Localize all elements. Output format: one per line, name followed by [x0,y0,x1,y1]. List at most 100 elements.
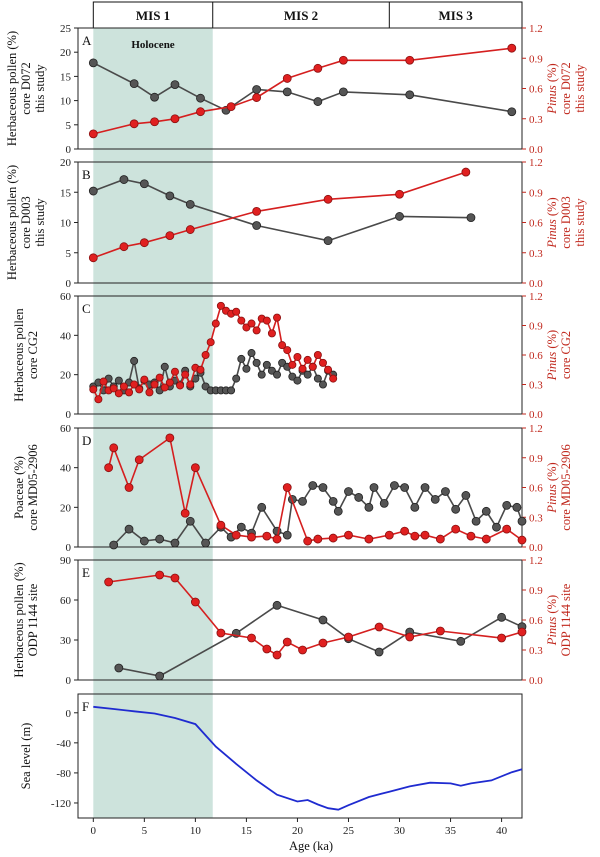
pinus-data-point [344,530,353,540]
left-data-point [293,376,302,385]
right-tick-label: 0.6 [529,218,543,230]
left-data-point [227,386,236,395]
pinus-data-point [481,534,491,544]
right-tick-label: 0.9 [529,187,543,199]
left-tick-label: 30 [60,635,72,647]
pinus-data-point [324,365,333,374]
left-tick-label: 15 [60,187,72,199]
x-tick-label: 20 [292,825,304,837]
pinus-data-point [190,597,200,607]
pinus-data-point [420,530,430,540]
right-axis-label: core D072 [559,62,573,114]
left-tick-label: 60 [60,291,72,303]
panel-F: F -120 -80 -40 0 Sea level (m) [19,693,523,819]
left-data-point [282,530,292,540]
pinus-data-point [303,536,313,546]
right-tick-label: 0.9 [529,453,543,465]
right-axis-label: this study [573,64,587,113]
right-tick-label: 0.9 [529,585,543,597]
left-tick-label: 20 [60,47,72,59]
left-data-point [456,636,466,646]
left-data-point [369,483,379,492]
pinus-data-point [180,508,190,518]
pinus-data-point [109,443,119,453]
left-data-point [273,370,282,379]
pinus-data-point [262,316,271,325]
x-tick-label: 15 [241,825,253,837]
left-data-point [257,502,267,512]
left-data-point [344,487,353,496]
pinus-data-point [216,301,225,310]
pinus-data-point [308,362,317,371]
left-data-point [517,516,527,526]
left-data-point [272,600,282,610]
pinus-data-point [272,650,282,660]
pinus-data-point [252,207,262,216]
left-axis-label: this study [33,64,47,113]
panel-B: B 0 5 10 15 20 0.0 0.3 0.6 0.9 1.2 Herbaceous polle… [5,157,587,290]
panel-letter: B [82,167,91,182]
left-data-point [461,491,471,500]
right-tick-label: 1.2 [529,157,543,169]
left-data-point [420,483,430,492]
left-data-point [323,236,333,246]
left-data-point [507,107,517,117]
right-tick-label: 0.0 [529,675,543,687]
pinus-data-point [374,622,384,632]
mis-label: MIS 3 [438,8,473,23]
pinus-data-point [114,389,123,398]
left-data-point [497,612,506,622]
left-tick-label: 0 [66,278,72,290]
left-data-point [466,213,476,223]
pinus-data-point [293,352,302,361]
right-tick-label: 0.3 [529,512,543,524]
left-tick-label: 25 [60,23,72,35]
pinus-data-point [435,534,445,544]
pinus-data-point [507,43,517,53]
pinus-data-point [329,374,338,383]
panel-A: A 0 5 10 15 20 25 0.0 0.3 0.6 0.9 1.2 Herbaceous pol… [5,23,587,156]
left-tick-label: -120 [51,798,72,810]
pinus-data-point [395,189,404,199]
right-axis-label: core D003 [559,196,573,248]
holocene-band [93,28,213,818]
panel-frame [77,693,523,819]
x-tick-label: 30 [394,825,406,837]
x-tick-label: 10 [190,825,202,837]
pinus-data-point [190,463,200,473]
x-tick-label: 5 [142,825,148,837]
left-tick-label: 20 [60,157,72,169]
pinus-data-point [282,74,292,83]
left-axis-label: Herbaceous pollen [12,308,26,402]
pinus-data-point [226,102,236,112]
panel-letter: F [82,699,89,714]
pinus-data-point [313,63,323,73]
left-data-point [170,80,180,90]
left-data-point [165,191,175,201]
left-data-point [405,90,415,100]
pinus-data-point [502,524,512,534]
panel-letter: D [82,433,91,448]
left-axis-label: core CG2 [26,331,40,379]
left-data-point [318,483,328,492]
right-tick-label: 0.6 [529,483,543,495]
pinus-data-point [124,483,134,492]
left-data-point [201,538,210,548]
left-tick-label: 0 [66,542,72,554]
right-axis-label: Pinus (%) [545,462,559,513]
pinus-data-point [247,532,256,542]
right-axis-label: core CG2 [559,331,573,379]
pinus-data-point [150,117,159,127]
panels: A 0 5 10 15 20 25 0.0 0.3 0.6 0.9 1.2 Herbaceous pol… [5,23,587,819]
pinus-data-point [273,313,282,322]
pinus-data-point [451,524,461,534]
right-tick-label: 0.0 [529,144,543,156]
pinus-data-point [125,388,134,397]
left-data-point [232,374,241,383]
left-tick-label: 60 [60,595,72,607]
right-tick-label: 0.0 [529,278,543,290]
pinus-data-point [150,380,159,389]
left-data-point [410,502,420,512]
left-data-point [354,493,364,502]
